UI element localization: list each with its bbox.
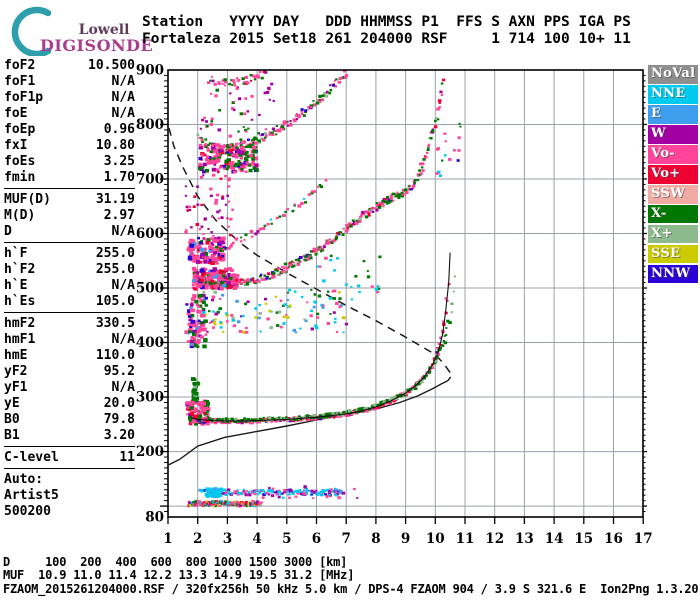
x-axis-label-7: 7: [341, 531, 350, 547]
axis-labels: 1 2 3 4 5 6 7 8 9 10 11 12 13 14 15 16 17900800700600500…: [136, 62, 653, 547]
x-axis-label-6: 6: [312, 531, 321, 547]
legend-item-w: W: [648, 124, 698, 144]
y-axis-label-700: 700: [136, 172, 164, 188]
legend-item-sse: SSE: [648, 244, 698, 264]
echo-direction-legend: NoVal NNE E W Vo- Vo+ SSW X- X+ SSE NNW: [648, 65, 698, 285]
header-station-values: Fortaleza 2015 Set18 261 204000 RSF 1 71…: [142, 31, 631, 47]
param-b0: B0 79.8: [4, 412, 135, 427]
param-mufd: MUF(D) 31.19: [4, 192, 135, 207]
axis-ticks: [160, 74, 647, 524]
logo-digisonde-text: DIGISONDE: [40, 36, 153, 55]
x-axis-label-11: 11: [456, 531, 475, 547]
param-fxi: fxI 10.80: [4, 138, 135, 153]
logo-crescent-icon: [11, 6, 52, 58]
distance-row: D 100 200 400 600 800 1000 1500 3000 [km…: [3, 555, 348, 569]
param-md: M(D) 2.97: [4, 208, 135, 223]
param-fof1: foF1 N/A: [4, 74, 135, 89]
param-auto: Auto:: [4, 472, 44, 487]
muf-row: MUF 10.9 11.0 11.4 12.2 13.3 14.9 19.5 3…: [3, 568, 355, 583]
legend-item-ssw: SSW: [648, 184, 698, 204]
autoscaled-trace-line: [191, 252, 451, 422]
legend-item-vo: Vo+: [648, 164, 698, 184]
param-ye: yE 20.0: [4, 396, 135, 411]
param-yf2: yF2 95.2: [4, 364, 135, 379]
param-foes: foEs 3.25: [4, 154, 135, 169]
x-axis-label-14: 14: [545, 531, 564, 547]
x-axis-label-17: 17: [634, 531, 653, 547]
grid-layer: [168, 70, 643, 517]
topside-extrapolation-curve: [168, 124, 451, 373]
param-group: C-level 11: [4, 450, 135, 469]
param-fmin: fmin 1.70: [4, 170, 135, 185]
status-line: FZAOM_2015261204000.RSF / 320fx256h 50 k…: [3, 581, 699, 596]
y-axis-label-500: 500: [136, 281, 164, 297]
legend-item-e: E: [648, 104, 698, 124]
x-axis-label-1: 1: [163, 531, 172, 547]
param-group: hmF2 330.5 hmF1 N/A hmE 110.0 yF2 95.2 yF1 N/A yE 2…: [4, 316, 135, 447]
legend-item-x: X+: [648, 224, 698, 244]
x-axis-label-16: 16: [604, 531, 623, 547]
param-b1: B1 3.20: [4, 428, 135, 443]
param-d: D N/A: [4, 224, 135, 239]
parameter-panel: foF2 10.500 foF1 N/A foF1p N/A foE N/A foEp 0.96 f…: [4, 58, 135, 525]
param-hmf1: hmF1 N/A: [4, 332, 135, 347]
y-axis-label-900: 900: [136, 62, 164, 78]
param-foep: foEp 0.96: [4, 122, 135, 137]
legend-item-vo: Vo-: [648, 144, 698, 164]
param-group: MUF(D) 31.19 M(D) 2.97 D N/A: [4, 192, 135, 243]
header-column-names: Station YYYY DAY DDD HHMMSS P1 FFS S AXN…: [142, 14, 631, 30]
param-hes: h`Es 105.0: [4, 294, 135, 309]
x-axis-label-13: 13: [515, 531, 534, 547]
param-group: foF2 10.500 foF1 N/A foF1p N/A foE N/A foEp 0.96 f…: [4, 58, 135, 189]
param-hf2: h`F2 255.0: [4, 262, 135, 277]
y-axis-label-300: 300: [136, 390, 164, 406]
param-500200: 500200: [4, 504, 51, 519]
y-axis-label-600: 600: [136, 226, 164, 242]
param-foe: foE N/A: [4, 106, 135, 121]
param-hme: hmE 110.0: [4, 348, 135, 363]
y-axis-label-80: 80: [145, 510, 164, 526]
x-axis-label-8: 8: [371, 531, 380, 547]
x-axis-label-15: 15: [574, 531, 593, 547]
footer-block: D 100 200 400 600 800 1000 1500 3000 [km…: [3, 555, 699, 596]
x-axis-label-9: 9: [401, 531, 410, 547]
param-fof2: foF2 10.500: [4, 58, 135, 73]
legend-item-noval: NoVal: [648, 65, 698, 84]
param-yf1: yF1 N/A: [4, 380, 135, 395]
x-axis-label-2: 2: [193, 531, 202, 547]
x-axis-label-5: 5: [282, 531, 291, 547]
y-axis-label-200: 200: [136, 444, 164, 460]
y-axis-label-400: 400: [136, 335, 164, 351]
ionogram-plot: 1 2 3 4 5 6 7 8 9 10 11 12 13 14 15 16 17900800700600500…: [136, 62, 653, 547]
param-group: h`F 255.0 h`F2 255.0 h`E N/A h`Es 105.0: [4, 246, 135, 313]
param-artist5: Artist5: [4, 488, 59, 503]
y-axis-label-800: 800: [136, 117, 164, 133]
x-axis-label-4: 4: [252, 531, 261, 547]
param-hmf2: hmF2 330.5: [4, 316, 135, 331]
legend-item-nne: NNE: [648, 84, 698, 104]
legend-item-x: X-: [648, 204, 698, 224]
param-clevel: C-level 11: [4, 450, 135, 465]
param-fof1p: foF1p N/A: [4, 90, 135, 105]
legend-item-nnw: NNW: [648, 264, 698, 284]
x-axis-label-12: 12: [485, 531, 504, 547]
logo-lowell-text: Lowell: [79, 22, 130, 38]
x-axis-label-10: 10: [426, 531, 445, 547]
x-axis-label-3: 3: [223, 531, 232, 547]
lowell-digisonde-logo: Lowell DIGISONDE: [4, 4, 154, 58]
param-hf: h`F 255.0: [4, 246, 135, 261]
param-group: Auto: Artist5 500200: [4, 472, 135, 522]
param-he: h`E N/A: [4, 278, 135, 293]
